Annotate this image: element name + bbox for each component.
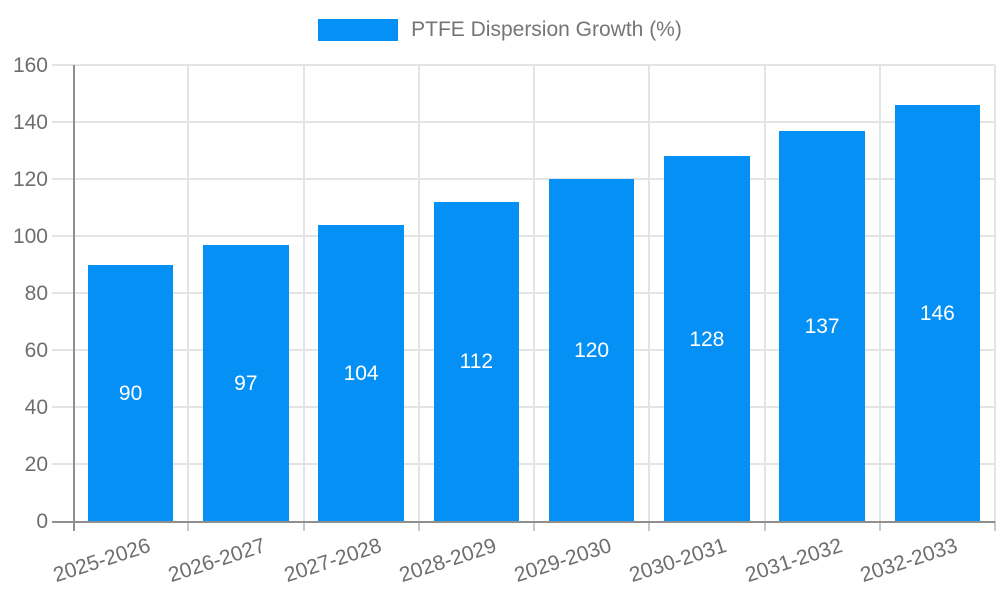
y-tick-label: 40: [24, 396, 48, 419]
gridline-vertical: [763, 65, 766, 521]
legend-swatch: [318, 19, 399, 41]
y-tick-label: 140: [12, 111, 48, 134]
y-tick-label: 0: [36, 510, 48, 533]
x-tick-mark: [994, 521, 996, 531]
x-tick-label: 2031-2032: [742, 534, 845, 587]
x-tick-label: 2028-2029: [396, 534, 500, 587]
x-tick-label: 2032-2033: [857, 534, 961, 587]
gridline-horizontal: [52, 235, 995, 237]
gridline-horizontal: [52, 463, 995, 465]
bar-value-label: 104: [343, 361, 379, 385]
bar-value-label: 97: [234, 371, 258, 395]
x-tick-label: 2029-2030: [511, 534, 615, 587]
gridline-vertical: [302, 65, 305, 521]
bar[interactable]: 90: [87, 264, 174, 521]
gridline-horizontal: [52, 292, 995, 294]
x-tick-mark: [648, 521, 651, 531]
chart-legend[interactable]: PTFE Dispersion Growth (%): [0, 18, 1000, 42]
x-tick-label: 2025-2026: [50, 534, 154, 587]
y-tick-label: 160: [12, 54, 48, 77]
gridline-vertical: [417, 65, 420, 521]
gridline-horizontal: [52, 406, 995, 408]
bar-value-label: 120: [574, 339, 610, 362]
bar[interactable]: 137: [779, 130, 865, 521]
bar-value-label: 128: [689, 327, 725, 351]
x-tick-label: 2030-2031: [627, 534, 730, 587]
gridline-vertical: [994, 65, 996, 521]
gridline-horizontal: [52, 121, 995, 123]
x-tick-mark: [302, 521, 305, 531]
gridline-horizontal: [52, 178, 995, 180]
gridline-horizontal: [52, 64, 995, 66]
x-tick-mark: [763, 521, 766, 531]
y-tick-label: 120: [12, 168, 48, 191]
y-tick-label: 100: [12, 225, 48, 248]
bar[interactable]: 97: [203, 244, 289, 521]
bar-value-label: 146: [919, 301, 955, 325]
gridline-vertical: [533, 65, 535, 521]
x-tick-mark: [533, 521, 535, 531]
bar[interactable]: 112: [433, 201, 519, 521]
gridline-vertical: [648, 65, 651, 521]
x-tick-mark: [187, 521, 190, 531]
x-tick-mark: [878, 521, 881, 531]
legend-series-label: PTFE Dispersion Growth (%): [411, 18, 682, 41]
plot-area: 90 97 104 112 120 128 137 146 0 20 40 60 80 100 120 14…: [13, 55, 996, 587]
bar[interactable]: 120: [548, 179, 635, 521]
gridline-vertical: [187, 65, 190, 521]
x-tick-label: 2027-2028: [281, 534, 384, 587]
gridline-horizontal: [52, 349, 995, 351]
gridline-vertical: [878, 65, 881, 521]
y-tick-label: 80: [24, 282, 48, 305]
bar[interactable]: 146: [894, 104, 980, 521]
x-tick-label: 2026-2027: [166, 534, 269, 587]
y-axis-line: [73, 65, 75, 531]
bar[interactable]: 128: [664, 156, 750, 521]
x-axis-line: [52, 521, 995, 523]
bar-value-label: 90: [118, 381, 143, 405]
y-tick-label: 60: [24, 339, 48, 362]
bar-value-label: 112: [459, 350, 494, 374]
bar-value-label: 137: [804, 314, 840, 338]
y-tick-label: 20: [24, 453, 48, 476]
bar[interactable]: 104: [318, 224, 404, 521]
x-tick-mark: [417, 521, 420, 531]
